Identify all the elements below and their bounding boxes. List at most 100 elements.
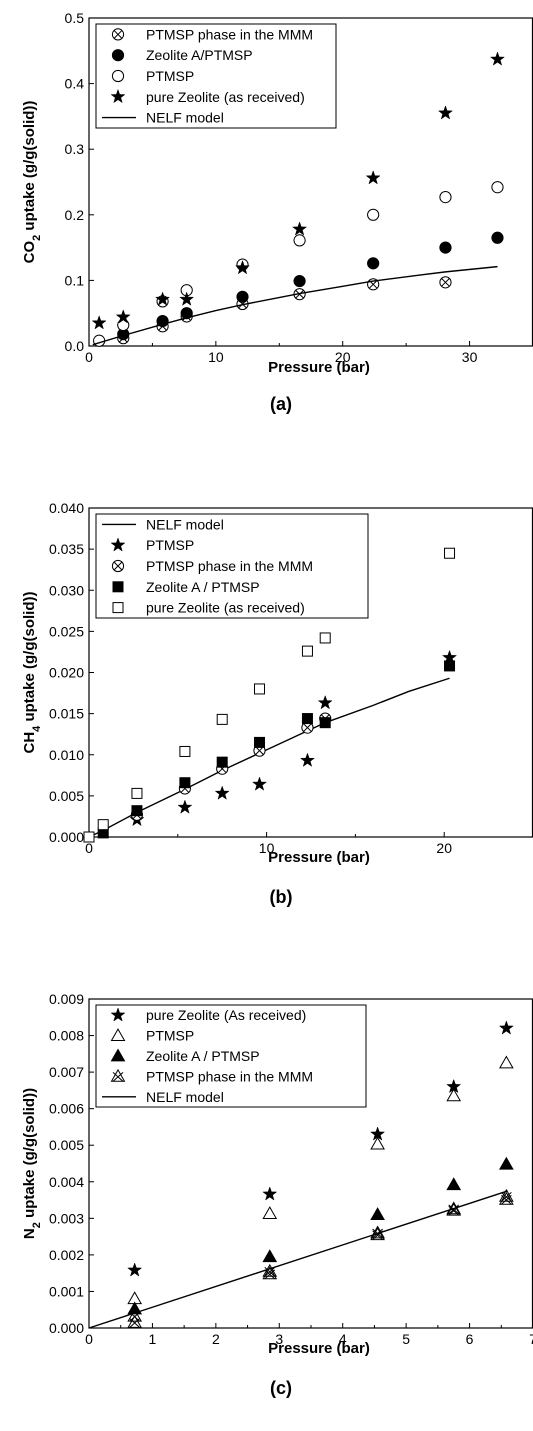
series-1: [117, 231, 504, 341]
data-point: [439, 241, 452, 254]
legend: PTMSP phase in the MMM Zeolite A/PTMSP PTM…: [95, 23, 337, 129]
y-axis-label-main: CO: [21, 241, 38, 264]
legend-label: pure Zeolite (as received): [146, 89, 305, 105]
series-2: [93, 181, 504, 347]
legend-label: pure Zeolite (as received): [146, 600, 305, 616]
legend-box: [95, 1004, 367, 1108]
y-tick-label: 0.007: [49, 1064, 84, 1080]
y-tick-label: 0.020: [49, 665, 84, 681]
x-tick-label: 10: [259, 840, 275, 856]
x-axis-label: Pressure (bar): [268, 1340, 370, 1357]
data-point: [251, 776, 268, 791]
data-point: [179, 291, 195, 306]
data-point: [498, 1188, 514, 1202]
legend-marker: [110, 88, 126, 104]
panel-label: (c): [270, 1378, 292, 1398]
y-axis-label: CH4 uptake (g/g(solid)): [21, 592, 43, 754]
legend-label: NELF model: [146, 516, 224, 532]
legend-label: PTMSP phase in the MMM: [146, 1068, 313, 1084]
marker-cross: [303, 723, 312, 732]
y-axis-label: CO2 uptake (g/g(solid)): [21, 101, 43, 264]
y-tick-label: 0.4: [65, 76, 85, 92]
y-tick-label: 0.000: [49, 1320, 84, 1336]
y-tick-label: 0.004: [49, 1174, 84, 1190]
x-tick-label: 10: [208, 349, 224, 365]
legend: pure Zeolite (As received) PTMSP Zeolite A…: [95, 1004, 367, 1108]
x-tick-label: 0: [85, 349, 93, 365]
legend-label: PTMSP: [146, 68, 194, 84]
y-axis-label-rest: uptake (g/g(solid)): [21, 592, 38, 726]
data-point: [91, 315, 107, 330]
series-0: [117, 276, 452, 345]
data-point: [299, 752, 316, 767]
y-tick-label: 0.035: [49, 541, 84, 557]
y-axis-label-main: N: [21, 1228, 38, 1239]
y-tick-label: 0.3: [65, 141, 85, 157]
marker-triangle: [127, 1308, 143, 1322]
marker-cross: [441, 278, 450, 287]
y-axis-label: N2 uptake (g/g(solid)): [21, 1088, 43, 1239]
marker-cross: [113, 561, 123, 571]
y-tick-label: 0.025: [49, 623, 84, 639]
marker-triangle: [127, 1315, 143, 1328]
x-tick-label: 2: [212, 1331, 220, 1347]
panel-label: (a): [270, 394, 292, 414]
y-axis-label-subscript: 2: [31, 235, 43, 241]
data-point: [367, 208, 380, 221]
legend-marker: [111, 69, 125, 83]
y-tick-label: 0.5: [65, 10, 85, 26]
data-point: [262, 1249, 278, 1263]
data-point: [444, 547, 456, 559]
series-3: [127, 1188, 514, 1328]
legend-label: PTMSP phase in the MMM: [146, 26, 313, 42]
x-tick-label: 4: [339, 1331, 347, 1347]
data-point: [262, 1186, 278, 1201]
legend-marker: [110, 1048, 126, 1062]
series-3: [91, 51, 506, 330]
marker-cross: [501, 1192, 512, 1202]
y-tick-label: 0.008: [49, 1028, 84, 1044]
x-tick-label: 0: [85, 840, 93, 856]
legend-box: [95, 23, 337, 129]
data-point: [498, 1020, 514, 1035]
data-point: [127, 1301, 143, 1315]
y-tick-label: 0.009: [49, 991, 84, 1007]
data-point: [179, 745, 191, 757]
data-point: [365, 170, 381, 185]
data-point: [177, 799, 193, 814]
data-point: [498, 1156, 514, 1170]
data-point: [236, 290, 249, 303]
data-point: [439, 276, 452, 289]
x-tick-label: 5: [402, 1331, 410, 1347]
y-tick-label: 0.001: [49, 1283, 84, 1299]
y-axis-label-main: CH: [21, 732, 38, 754]
x-tick-label: 7: [529, 1331, 533, 1347]
data-point: [216, 756, 228, 768]
data-point: [83, 831, 95, 843]
legend-label: Zeolite A / PTMSP: [146, 1048, 260, 1064]
marker-cross: [501, 1194, 512, 1205]
x-axis-label: Pressure (bar): [268, 849, 370, 866]
data-point: [446, 1088, 462, 1102]
legend-marker: [112, 581, 124, 593]
y-tick-label: 0.0: [65, 338, 85, 354]
series-line-4: [92, 265, 498, 346]
legend: NELF model PTMSP PTMSP phase in the MMM Zeo…: [95, 513, 369, 619]
legend-marker: [110, 1007, 126, 1022]
legend-marker: [110, 537, 126, 552]
marker-cross: [448, 1204, 460, 1215]
x-tick-label: 6: [466, 1331, 474, 1347]
y-axis-label-subscript: 2: [31, 1222, 43, 1228]
legend-label: pure Zeolite (As received): [146, 1007, 306, 1023]
y-axis-label-subscript: 4: [31, 725, 43, 732]
series-3: [97, 660, 456, 839]
marker-triangle: [110, 1068, 126, 1082]
data-point: [498, 1055, 514, 1069]
x-tick-label: 30: [462, 349, 478, 365]
y-tick-label: 0.010: [49, 747, 84, 763]
y-tick-label: 0.2: [65, 207, 85, 223]
legend-label: PTMSP: [146, 537, 194, 553]
series-line-4: [88, 1190, 508, 1329]
data-point: [319, 632, 331, 644]
